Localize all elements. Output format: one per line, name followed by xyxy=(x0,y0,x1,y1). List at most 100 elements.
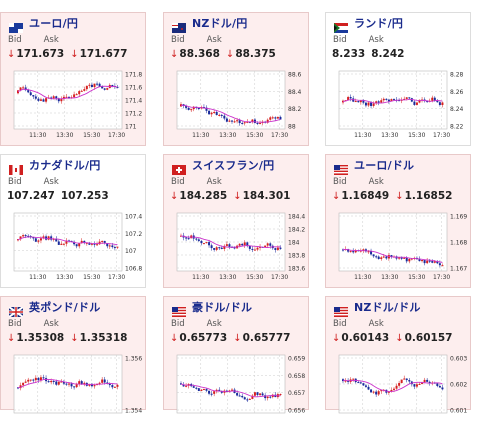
candle-body xyxy=(428,381,431,384)
mini-candle-chart[interactable]: 88.6 88.4 88.2 88 11:30 13:30 15:30 17:30 xyxy=(175,69,305,141)
down-arrow-icon: ↓ xyxy=(170,190,179,202)
candle-body xyxy=(83,89,86,91)
candle-body xyxy=(238,395,241,397)
candle-body xyxy=(243,122,246,124)
rate-card[interactable]: 英ポンド/ドル Bid Ask ↓1.35308 ↓1.35318 1.356 1… xyxy=(0,296,146,415)
candle-body xyxy=(57,98,60,102)
candle-body xyxy=(75,94,78,96)
currency-pair-name[interactable]: スイスフラン/円 xyxy=(192,159,275,172)
candle-body xyxy=(52,380,55,382)
candle-body xyxy=(24,381,27,383)
ask-value: ↓184.301 xyxy=(233,189,291,202)
candle-body xyxy=(19,87,22,91)
candle-body xyxy=(93,385,96,387)
mini-candle-chart[interactable]: 1.169 1.168 1.167 11:30 13:30 15:30 17:30 xyxy=(337,211,467,283)
currency-pair-name[interactable]: NZドル/ドル xyxy=(354,301,421,314)
candle-body xyxy=(50,97,53,99)
candle-body xyxy=(271,394,274,397)
currency-pair-name[interactable]: ユーロ/ドル xyxy=(354,159,415,172)
y-tick-label: 8.26 xyxy=(450,89,464,96)
y-tick-label: 88.6 xyxy=(288,72,302,79)
mini-candle-chart[interactable]: 0.603 0.602 0.601 xyxy=(337,353,467,425)
candle-body xyxy=(441,387,444,390)
rate-card[interactable]: カナダドル/円 Bid Ask 107.247 107.253 107.4 107… xyxy=(0,154,146,288)
rate-card[interactable]: ランド/円 Bid Ask 8.233 8.242 8.28 8.26 8.24 8.… xyxy=(325,12,471,146)
candle-body xyxy=(261,393,264,396)
candle-body xyxy=(352,251,355,253)
candle-body xyxy=(205,107,208,111)
x-tick-label: 11:30 xyxy=(192,132,209,139)
candle-body xyxy=(413,384,416,387)
candle-body xyxy=(436,261,439,264)
candle-body xyxy=(42,236,45,239)
y-tick-label: 1.167 xyxy=(450,266,467,273)
currency-pair-name[interactable]: 豪ドル/ドル xyxy=(192,301,253,314)
candle-body xyxy=(243,397,246,400)
candle-body xyxy=(29,92,32,96)
candle-body xyxy=(27,379,30,382)
currency-pair-name[interactable]: ユーロ/円 xyxy=(29,17,79,30)
candle-body xyxy=(398,383,401,386)
candle-body xyxy=(276,247,279,250)
mini-candle-chart[interactable]: 0.659 0.658 0.657 0.656 xyxy=(175,353,305,425)
candle-body xyxy=(349,97,352,99)
candle-body xyxy=(93,83,96,88)
candle-body xyxy=(116,246,119,248)
mini-candle-chart[interactable]: 171.8 171.6 171.4 171.2 171 11:30 13:30 15:30 17… xyxy=(12,69,142,141)
y-tick-label: 183.8 xyxy=(288,253,305,260)
candle-body xyxy=(385,256,388,259)
candle-body xyxy=(362,383,365,386)
candle-body xyxy=(428,260,431,262)
mini-candle-chart[interactable]: 107.4 107.2 107 106.8 11:30 13:30 15:30 17:30 xyxy=(12,211,142,283)
mini-candle-chart[interactable]: 1.356 1.354 xyxy=(12,353,142,425)
y-tick-label: 1.356 xyxy=(125,356,142,363)
rate-card[interactable]: ユーロ/ドル Bid Ask ↓1.16849 ↓1.16852 1.169 1.… xyxy=(325,154,471,288)
candle-body xyxy=(375,391,378,395)
rate-card[interactable]: NZドル/ドル Bid Ask ↓0.60143 ↓0.60157 0.603 0… xyxy=(325,296,471,415)
candle-body xyxy=(387,391,390,393)
rate-card[interactable]: 豪ドル/ドル Bid Ask ↓0.65773 ↓0.65777 0.659 0.… xyxy=(163,296,309,415)
candle-body xyxy=(70,383,73,387)
ask-label: Ask xyxy=(206,177,222,187)
candle-body xyxy=(398,257,401,259)
candle-body xyxy=(98,83,101,87)
candle-body xyxy=(22,235,25,237)
candle-body xyxy=(116,86,119,88)
candle-body xyxy=(22,87,25,89)
candle-body xyxy=(418,99,421,103)
candle-body xyxy=(75,244,78,247)
bid-label: Bid xyxy=(171,319,185,329)
candle-body xyxy=(347,97,350,101)
candle-body xyxy=(225,390,228,392)
candle-body xyxy=(108,245,111,247)
currency-pair-name[interactable]: カナダドル/円 xyxy=(29,159,101,172)
candle-body xyxy=(210,393,213,395)
mini-candle-chart[interactable]: 8.28 8.26 8.24 8.22 11:30 13:30 15:30 17:30 xyxy=(337,69,467,141)
candle-body xyxy=(233,121,236,123)
candle-body xyxy=(271,117,274,119)
rate-card[interactable]: スイスフラン/円 Bid Ask ↓184.285 ↓184.301 184.4… xyxy=(163,154,309,288)
candle-body xyxy=(22,382,25,386)
candle-body xyxy=(215,389,218,392)
currency-pair-name[interactable]: ランド/円 xyxy=(354,17,404,30)
mini-candle-chart[interactable]: 184.4 184.2 184 183.8 183.6 11:30 13:30 15:30 17… xyxy=(175,211,305,283)
candle-body xyxy=(241,395,244,398)
rate-card[interactable]: NZドル/円 Bid Ask ↓88.368 ↓88.375 88.6 88.4 8… xyxy=(163,12,309,146)
currency-pair-name[interactable]: NZドル/円 xyxy=(192,17,248,30)
candle-body xyxy=(408,380,411,382)
candle-body xyxy=(372,391,375,393)
candle-body xyxy=(192,106,195,110)
moving-average-line xyxy=(17,236,118,246)
candle-body xyxy=(390,99,393,102)
candle-body xyxy=(90,243,93,245)
candle-body xyxy=(202,243,205,245)
currency-pair-name[interactable]: 英ポンド/ドル xyxy=(29,301,101,314)
plot-area xyxy=(176,70,286,130)
candle-body xyxy=(27,90,30,93)
rate-card[interactable]: ユーロ/円 Bid Ask ↓171.673 ↓171.677 171.8 171… xyxy=(0,12,146,146)
y-tick-label: 107 xyxy=(125,248,137,255)
plot-area xyxy=(13,212,123,272)
candle-body xyxy=(101,379,104,383)
chart-svg: 1.169 1.168 1.167 11:30 13:30 15:30 17:30 xyxy=(338,212,467,281)
down-arrow-icon: ↓ xyxy=(395,190,404,202)
